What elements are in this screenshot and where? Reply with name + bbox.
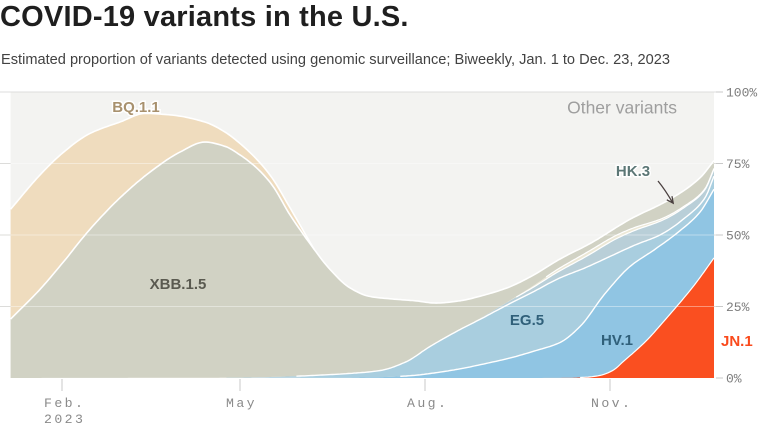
svg-text:2023: 2023 [44, 412, 85, 427]
svg-text:0%: 0% [726, 372, 742, 387]
svg-text:Other variants: Other variants [567, 98, 677, 118]
svg-text:HK.3: HK.3 [616, 163, 650, 180]
svg-text:Feb.: Feb. [44, 396, 85, 411]
svg-text:50%: 50% [726, 229, 750, 244]
svg-text:25%: 25% [726, 300, 750, 315]
svg-text:100%: 100% [726, 86, 757, 101]
svg-text:75%: 75% [726, 157, 750, 172]
svg-text:Aug.: Aug. [407, 396, 448, 411]
svg-text:BQ.1.1: BQ.1.1 [112, 99, 160, 116]
svg-text:Nov.: Nov. [591, 396, 632, 411]
svg-text:May: May [226, 396, 257, 411]
svg-text:XBB.1.5: XBB.1.5 [150, 276, 207, 293]
svg-text:HV.1: HV.1 [601, 332, 633, 349]
svg-text:JN.1: JN.1 [721, 333, 753, 350]
svg-text:EG.5: EG.5 [510, 312, 544, 329]
